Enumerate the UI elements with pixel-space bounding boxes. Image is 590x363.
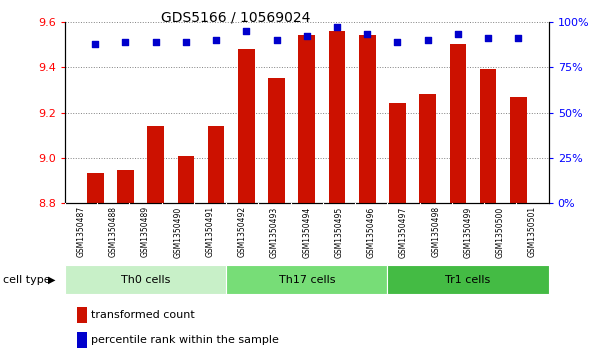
Bar bbox=[450, 44, 466, 203]
Point bbox=[272, 37, 281, 43]
Bar bbox=[359, 35, 376, 203]
Text: GSM1350501: GSM1350501 bbox=[528, 206, 537, 257]
Point bbox=[423, 37, 432, 43]
Point bbox=[453, 32, 463, 37]
Text: GSM1350487: GSM1350487 bbox=[77, 206, 86, 257]
Text: GSM1350492: GSM1350492 bbox=[238, 206, 247, 257]
Point bbox=[151, 39, 160, 45]
Point bbox=[332, 24, 342, 30]
Point bbox=[242, 28, 251, 34]
Point bbox=[514, 35, 523, 41]
Point bbox=[302, 33, 312, 39]
Bar bbox=[510, 97, 527, 203]
Bar bbox=[329, 31, 345, 203]
Text: Th0 cells: Th0 cells bbox=[121, 274, 171, 285]
Point bbox=[181, 39, 191, 45]
Bar bbox=[268, 78, 285, 203]
Text: GSM1350497: GSM1350497 bbox=[399, 206, 408, 258]
Text: Tr1 cells: Tr1 cells bbox=[445, 274, 491, 285]
Text: GSM1350493: GSM1350493 bbox=[270, 206, 279, 258]
Text: GSM1350499: GSM1350499 bbox=[464, 206, 473, 258]
Point bbox=[211, 37, 221, 43]
Text: GDS5166 / 10569024: GDS5166 / 10569024 bbox=[161, 11, 311, 25]
Bar bbox=[148, 126, 164, 203]
Point bbox=[121, 39, 130, 45]
Bar bbox=[388, 265, 549, 294]
Text: GSM1350500: GSM1350500 bbox=[496, 206, 505, 258]
Text: transformed count: transformed count bbox=[91, 310, 195, 320]
Text: GSM1350494: GSM1350494 bbox=[302, 206, 312, 258]
Text: GSM1350490: GSM1350490 bbox=[173, 206, 182, 258]
Bar bbox=[87, 173, 103, 203]
Bar bbox=[299, 35, 315, 203]
Bar bbox=[117, 170, 134, 203]
Text: GSM1350488: GSM1350488 bbox=[109, 206, 118, 257]
Point bbox=[90, 41, 100, 46]
Bar bbox=[238, 49, 255, 203]
Bar bbox=[419, 94, 436, 203]
Text: GSM1350495: GSM1350495 bbox=[335, 206, 343, 258]
Text: cell type: cell type bbox=[3, 274, 51, 285]
Text: GSM1350496: GSM1350496 bbox=[367, 206, 376, 258]
Point bbox=[362, 32, 372, 37]
Bar bbox=[65, 265, 226, 294]
Text: GSM1350498: GSM1350498 bbox=[431, 206, 440, 257]
Point bbox=[393, 39, 402, 45]
Text: GSM1350491: GSM1350491 bbox=[205, 206, 215, 257]
Text: percentile rank within the sample: percentile rank within the sample bbox=[91, 335, 279, 346]
Bar bbox=[226, 265, 388, 294]
Bar bbox=[178, 156, 194, 203]
Point bbox=[483, 35, 493, 41]
Bar bbox=[389, 103, 406, 203]
Bar bbox=[480, 69, 496, 203]
Text: GSM1350489: GSM1350489 bbox=[141, 206, 150, 257]
Text: Th17 cells: Th17 cells bbox=[278, 274, 335, 285]
Text: ▶: ▶ bbox=[48, 274, 55, 285]
Bar bbox=[208, 126, 224, 203]
